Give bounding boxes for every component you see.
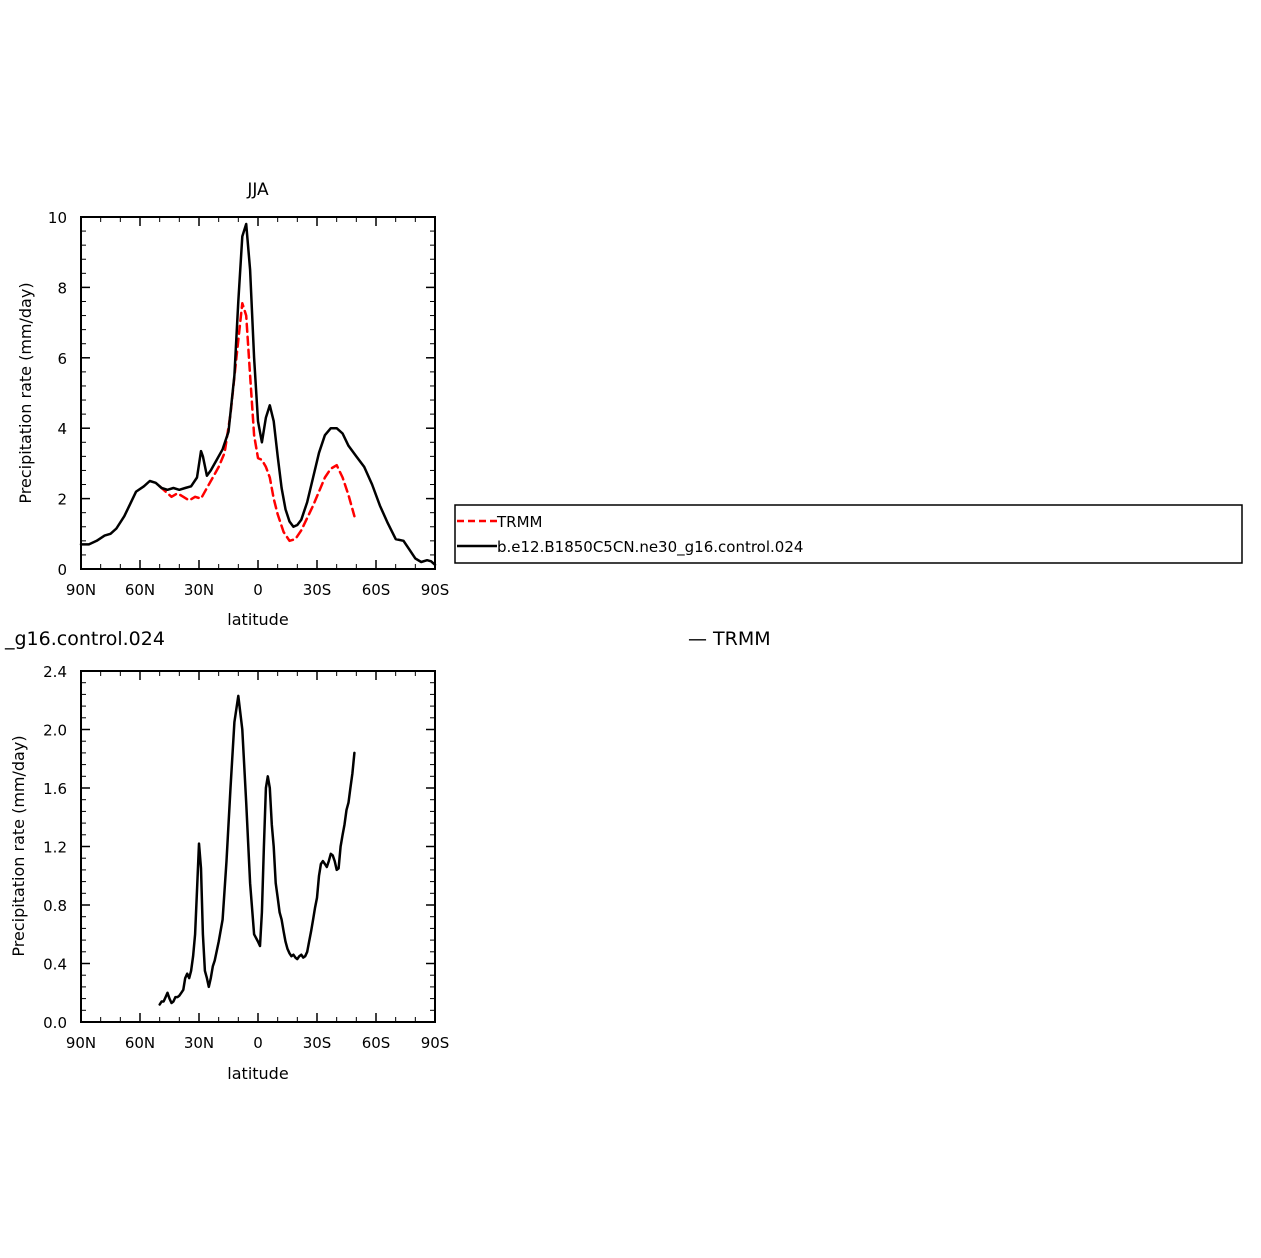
top-y-tick-label: 8 <box>57 279 67 297</box>
top-x-tick-label: 30S <box>303 581 332 599</box>
top-series-line-trmm <box>158 301 356 543</box>
bottom-series-line-0 <box>158 694 356 1006</box>
top-y-tick-label: 0 <box>57 561 67 579</box>
top-series-line-b-e12-b1850c5cn-ne30-g16-control-024 <box>79 222 437 567</box>
legend-frame <box>454 504 1243 564</box>
top-chart-title: JJA <box>246 180 269 200</box>
bottom-y-tick-label: 0.4 <box>43 956 67 974</box>
top-x-tick-label: 60S <box>362 581 391 599</box>
top-plot-frame <box>80 216 436 570</box>
bottom-y-tick-label: 1.6 <box>43 780 67 798</box>
bottom-panel: 90N 60N 30N 0 30S 60S 90S 0.0 0.4 0.8 1.2 1.6 2.0 2.4… <box>9 663 449 1083</box>
legend-label-trmm: TRMM <box>496 513 542 531</box>
bottom-x-tick-label: 60N <box>125 1034 155 1052</box>
top-x-tick-label: 90N <box>66 581 96 599</box>
top-y-tick-label: 10 <box>48 209 67 227</box>
top-y-tick-label: 6 <box>57 350 67 368</box>
top-x-tick-label: 0 <box>253 581 263 599</box>
bottom-y-tick-label: 2.0 <box>43 722 67 740</box>
bottom-x-tick-label: 90N <box>66 1034 96 1052</box>
bottom-y-tick-label: 1.2 <box>43 839 67 857</box>
bottom-plot-area: 90N 60N 30N 0 30S 60S 90S 0.0 0.4 0.8 1.2 1.6 2.0 2.4 <box>43 663 449 1052</box>
bottom-y-axis-label: Precipitation rate (mm/day) <box>9 735 28 956</box>
top-y-tick-label: 4 <box>57 420 67 438</box>
top-x-tick-label: 90S <box>421 581 450 599</box>
bottom-y-tick-label: 0.8 <box>43 897 67 915</box>
top-x-tick-label: 30N <box>184 581 214 599</box>
bottom-header-left: _g16.control.024 <box>4 628 165 650</box>
top-y-axis-label: Precipitation rate (mm/day) <box>16 282 35 503</box>
bottom-header-right: — TRMM <box>688 628 771 650</box>
bottom-x-tick-label: 90S <box>421 1034 450 1052</box>
bottom-y-tick-label: 0.0 <box>43 1014 67 1032</box>
bottom-x-tick-label: 30S <box>303 1034 332 1052</box>
bottom-plot-frame <box>80 670 436 1023</box>
legend: TRMM b.e12.B1850C5CN.ne30_g16.control.02… <box>454 504 1243 564</box>
legend-label-model: b.e12.B1850C5CN.ne30_g16.control.024 <box>497 538 803 557</box>
top-y-tick-label: 2 <box>57 491 67 509</box>
top-x-tick-label: 60N <box>125 581 155 599</box>
bottom-x-tick-label: 60S <box>362 1034 391 1052</box>
bottom-x-tick-label: 0 <box>253 1034 263 1052</box>
bottom-y-tick-label: 2.4 <box>43 663 67 681</box>
bottom-x-axis-label: latitude <box>227 1064 288 1083</box>
top-plot-area: 90N 60N 30N 0 30S 60S 90S 0 2 4 6 8 10 <box>48 209 449 599</box>
top-x-axis-label: latitude <box>227 610 288 629</box>
bottom-x-tick-label: 30N <box>184 1034 214 1052</box>
